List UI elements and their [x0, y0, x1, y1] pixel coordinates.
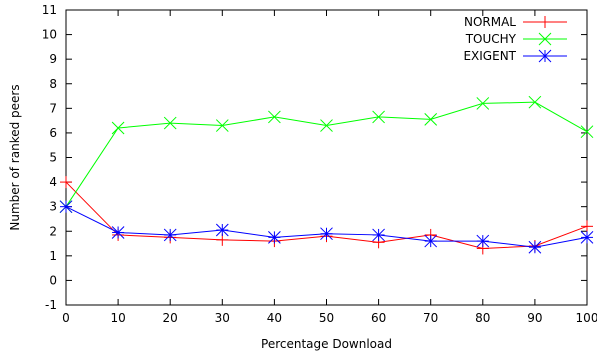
marker-stroke	[215, 223, 229, 237]
data-point	[580, 231, 594, 244]
y-tick-label: -1	[45, 298, 57, 312]
legend-item: NORMAL	[464, 15, 567, 29]
x-axis-label: Percentage Download	[261, 337, 392, 351]
data-point	[581, 220, 593, 233]
axis-tick-labels: 0 10 20 30 40 50 60 70 80 90 100 -1 0 1 2 3 4 5 6 7 8 9 10 11	[42, 3, 597, 325]
marker-stroke	[111, 121, 125, 135]
data-point	[215, 223, 229, 237]
x-tick-label: 20	[163, 311, 178, 325]
y-tick-label: 2	[49, 224, 57, 238]
data-point	[372, 110, 385, 124]
marker-stroke	[111, 226, 125, 239]
marker-stroke	[580, 231, 594, 244]
marker-stroke	[372, 110, 385, 124]
y-tick-label: 8	[49, 77, 57, 91]
data-point	[59, 200, 73, 214]
data-point	[268, 231, 281, 244]
x-tick-label: 0	[62, 311, 70, 325]
legend-item: TOUCHY	[465, 32, 567, 46]
marker-stroke	[580, 125, 594, 139]
x-tick-label: 50	[319, 311, 334, 325]
y-tick-label: 0	[49, 273, 57, 287]
y-tick-label: 3	[49, 200, 57, 214]
marker-stroke	[538, 49, 552, 63]
data-point	[320, 227, 333, 241]
legend-label: TOUCHY	[465, 32, 517, 46]
y-tick-label: 11	[42, 3, 57, 17]
marker-stroke	[424, 234, 438, 248]
marker-stroke	[163, 228, 177, 242]
data-point	[476, 234, 490, 248]
y-tick-label: 9	[49, 52, 57, 66]
marker-stroke	[215, 119, 229, 132]
data-point	[268, 110, 281, 124]
y-axis-label: Number of ranked peers	[8, 84, 22, 230]
marker-stroke	[372, 228, 385, 242]
marker-stroke	[268, 110, 281, 124]
data-point	[580, 125, 594, 139]
y-tick-label: 1	[49, 249, 57, 263]
marker-stroke	[538, 32, 552, 46]
x-tick-label: 90	[527, 311, 542, 325]
series-line	[65, 101, 588, 207]
marker-stroke	[528, 95, 542, 109]
x-tick-label: 10	[110, 311, 125, 325]
data-point	[163, 116, 177, 130]
x-tick-label: 30	[215, 311, 230, 325]
y-tick-label: 7	[49, 101, 57, 115]
marker-stroke	[320, 227, 333, 241]
y-tick-label: 5	[49, 151, 57, 165]
marker-stroke	[268, 231, 281, 244]
legend-item: EXIGENT	[463, 49, 567, 63]
data-point	[528, 240, 542, 254]
marker-stroke	[320, 119, 333, 132]
x-tick-label: 40	[267, 311, 282, 325]
x-tick-label: 80	[475, 311, 490, 325]
data-point	[424, 113, 438, 126]
data-point	[424, 234, 438, 248]
series-layer	[59, 95, 594, 255]
data-point	[538, 32, 552, 46]
x-tick-label: 60	[371, 311, 386, 325]
y-tick-label: 10	[42, 28, 57, 42]
marker-stroke	[476, 234, 490, 248]
x-tick-label: 70	[423, 311, 438, 325]
series-normal	[60, 176, 593, 255]
data-point	[111, 226, 125, 239]
legend-label: EXIGENT	[463, 49, 516, 63]
legend-label: NORMAL	[464, 15, 516, 29]
data-point	[538, 49, 552, 63]
data-point	[528, 95, 542, 109]
data-point	[111, 121, 125, 135]
y-tick-label: 6	[49, 126, 57, 140]
data-point	[163, 228, 177, 242]
data-point	[476, 97, 490, 110]
marker-stroke	[59, 200, 73, 214]
series-touchy	[59, 95, 594, 214]
marker-stroke	[528, 240, 542, 254]
x-tick-label: 100	[576, 311, 597, 325]
marker-stroke	[476, 97, 490, 110]
data-point	[372, 228, 385, 242]
data-point	[320, 119, 333, 132]
series-exigent	[59, 200, 594, 254]
marker-stroke	[424, 113, 438, 126]
marker-stroke	[163, 116, 177, 130]
axis-ticks	[65, 9, 588, 306]
data-point	[60, 176, 72, 189]
legend: NORMAL TOUCHY EXIGENT	[463, 15, 567, 63]
data-point	[539, 16, 551, 28]
y-tick-label: 4	[49, 175, 57, 189]
data-point	[215, 119, 229, 132]
